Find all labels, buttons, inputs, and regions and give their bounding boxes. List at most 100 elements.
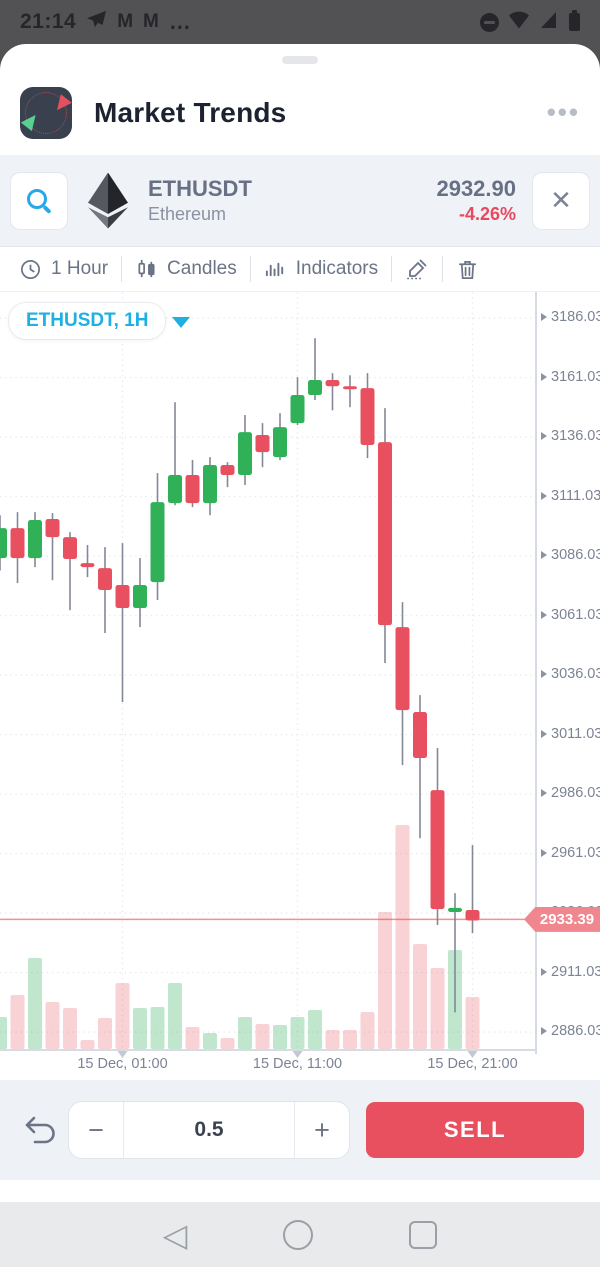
price-axis[interactable]: 3186.03 3161.03 3136.03 3111.03 3086.03 3061.…: [535, 292, 600, 1054]
chevron-down-icon[interactable]: [172, 317, 190, 328]
recents-icon[interactable]: [409, 1220, 438, 1249]
status-time: 21:14: [20, 10, 77, 33]
volume-bar: [133, 1008, 147, 1049]
candle: [273, 427, 287, 458]
candle: [0, 528, 7, 559]
drag-handle[interactable]: [282, 56, 318, 64]
close-symbol-button[interactable]: ✕: [532, 171, 590, 230]
chart-legend-pill[interactable]: ETHUSDT, 1H: [8, 302, 167, 340]
volume-bar: [150, 1007, 165, 1049]
price-tick-label: 3061.03: [541, 607, 600, 623]
chart-area: 3186.03 3161.03 3136.03 3111.03 3086.03 3061.…: [0, 292, 600, 1080]
volume-bar: [115, 983, 130, 1049]
candle: [168, 475, 182, 504]
candle: [45, 519, 60, 538]
more-notifications-icon: …: [168, 9, 192, 34]
draw-pencil-icon: [407, 259, 427, 280]
candle: [150, 502, 165, 583]
candle: [63, 537, 77, 560]
volume-bar: [238, 1017, 252, 1049]
volume-bar: [168, 983, 182, 1049]
time-axis[interactable]: 15 Dec, 01:00 15 Dec, 11:00 15 Dec, 21:00: [0, 1050, 535, 1080]
quantity-increase-button[interactable]: +: [314, 1114, 330, 1145]
quantity-value[interactable]: 0.5: [123, 1102, 295, 1158]
candle: [360, 388, 375, 446]
ethereum-logo-icon: [88, 172, 128, 229]
status-bar: 21:14 M M …: [0, 0, 600, 44]
volume-bar: [63, 1008, 77, 1049]
page-title: Market Trends: [94, 96, 287, 128]
time-tick-label: 15 Dec, 21:00: [427, 1056, 518, 1072]
time-tick-label: 15 Dec, 01:00: [77, 1056, 168, 1072]
price-tick-label: 2911.03: [541, 964, 600, 980]
volume-bar: [185, 1027, 200, 1049]
price-tick-label: 3136.03: [541, 428, 600, 444]
draw-tool-button[interactable]: [392, 257, 442, 281]
home-icon[interactable]: [283, 1219, 314, 1250]
candle: [343, 386, 357, 390]
candle: [413, 712, 427, 758]
wifi-icon: [508, 11, 530, 34]
volume-bar: [413, 944, 427, 1049]
quantity-decrease-button[interactable]: −: [88, 1114, 104, 1145]
toolbar-divider: [442, 256, 444, 282]
candle: [238, 432, 252, 476]
search-icon: [26, 188, 52, 214]
candle: [185, 475, 200, 504]
delete-drawings-button[interactable]: [443, 258, 492, 281]
volume-bar: [343, 1030, 357, 1049]
price-tick-label: 3086.03: [541, 547, 600, 563]
gmail-icon: M: [117, 11, 134, 32]
chart-type-selector[interactable]: Candles: [122, 258, 250, 281]
indicators-button[interactable]: Indicators: [251, 258, 391, 281]
app-logo-compass-icon: [20, 86, 72, 139]
candle: [115, 584, 130, 609]
candles-icon: [138, 259, 155, 277]
search-button[interactable]: [10, 171, 68, 230]
app-sheet: Market Trends ••• ETHUSDT Ethereum 2932.…: [0, 44, 600, 1202]
last-price: 2932.90: [436, 176, 516, 201]
current-price-tag: 2933.39: [524, 906, 600, 932]
candle: [448, 907, 462, 912]
signal-icon: [539, 11, 558, 34]
price-tick-label: 2986.03: [541, 785, 600, 801]
interval-selector[interactable]: 1 Hour: [6, 258, 121, 281]
price-tick-label: 3036.03: [541, 666, 600, 682]
telegram-icon: [86, 10, 107, 34]
candlestick-plot[interactable]: [0, 292, 535, 1060]
volume-bar: [98, 1018, 112, 1049]
menu-dots-icon[interactable]: •••: [546, 97, 580, 127]
price-tick-label: 2886.03: [541, 1023, 600, 1039]
volume-bar: [378, 912, 392, 1049]
close-icon: ✕: [550, 185, 572, 215]
volume-bar: [290, 1017, 305, 1049]
candle: [28, 519, 42, 559]
chart-toolbar: 1 Hour Candles Indicators: [0, 247, 600, 292]
clock-icon: [21, 259, 40, 279]
indicators-icon: [265, 262, 283, 276]
candle: [325, 380, 340, 387]
android-nav-bar: ◁: [0, 1202, 600, 1267]
price-tick-label: 3011.03: [541, 726, 600, 742]
volume-bar: [10, 995, 25, 1049]
undo-icon: [25, 1116, 55, 1144]
back-icon[interactable]: ◁: [162, 1216, 188, 1253]
candle: [203, 465, 217, 504]
candle: [395, 627, 410, 711]
candle: [430, 790, 445, 910]
volume-bar: [255, 1024, 270, 1049]
time-tick-label: 15 Dec, 11:00: [252, 1056, 343, 1072]
candle: [255, 435, 270, 453]
volume-bar: [45, 1002, 60, 1049]
trade-bar: − 0.5 + SELL: [0, 1080, 600, 1180]
undo-button[interactable]: [16, 1113, 62, 1147]
quantity-stepper: − 0.5 +: [68, 1101, 350, 1159]
do-not-disturb-icon: [480, 12, 499, 32]
volume-bar: [220, 1038, 235, 1049]
volume-bar: [28, 958, 42, 1049]
sell-button[interactable]: SELL: [366, 1102, 584, 1158]
candle: [10, 528, 25, 559]
price-tick-label: 3161.03: [541, 369, 600, 385]
candle: [290, 395, 305, 424]
trash-icon: [459, 260, 477, 279]
